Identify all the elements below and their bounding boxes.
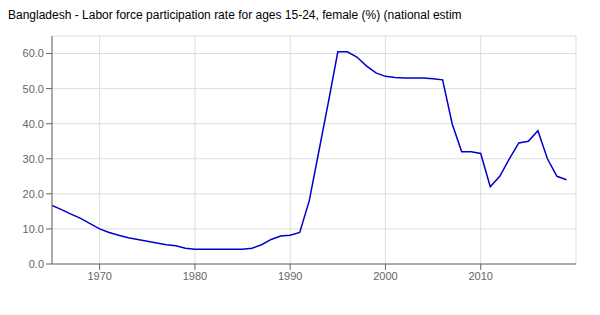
- svg-text:2010: 2010: [468, 270, 492, 282]
- svg-text:10.0: 10.0: [23, 223, 44, 235]
- svg-text:1990: 1990: [278, 270, 302, 282]
- svg-text:0.0: 0.0: [29, 258, 44, 270]
- svg-text:1980: 1980: [183, 270, 207, 282]
- svg-text:2000: 2000: [373, 270, 397, 282]
- svg-text:40.0: 40.0: [23, 118, 44, 130]
- svg-text:1970: 1970: [87, 270, 111, 282]
- svg-text:50.0: 50.0: [23, 83, 44, 95]
- svg-text:30.0: 30.0: [23, 153, 44, 165]
- svg-text:20.0: 20.0: [23, 188, 44, 200]
- svg-text:60.0: 60.0: [23, 47, 44, 59]
- html-text:Bangladesh - Labor force parti: Bangladesh - Labor force participation r…: [8, 8, 462, 22]
